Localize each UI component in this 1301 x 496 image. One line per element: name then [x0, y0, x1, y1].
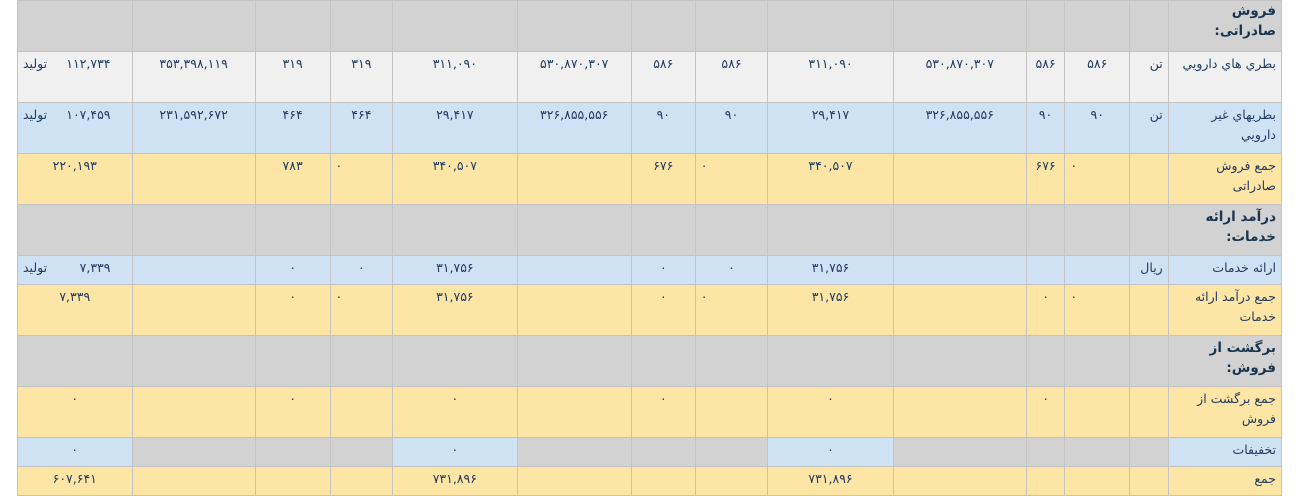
total-row: جمع فروش صادراتی ۰ ۶۷۶ ۳۴۰,۵۰۷ ۰ ۶۷۶ ۳۴۰…: [17, 153, 1283, 205]
row-unit: تن: [1129, 51, 1169, 103]
total-row: جمع برگشت از فروش ۰ ۰ ۰ ۰ ۰ ۰: [17, 386, 1283, 438]
cell: ۰: [630, 255, 696, 285]
cell: ۳۱,۷۵۶: [767, 255, 894, 285]
cell: ۳۱,۷۵۶: [392, 284, 518, 336]
cell: ۶۰۷,۶۴۱: [17, 466, 133, 496]
cell: ۰: [630, 284, 696, 336]
cell: ۴۶۴: [329, 102, 394, 154]
cell: ۰: [694, 284, 769, 336]
row-type-label: تولید: [23, 56, 48, 71]
cell: ۵۳۰,۸۷۰,۳۰۷: [892, 51, 1027, 103]
cell: ۳۱۱,۰۹۰: [392, 51, 518, 103]
cell: تولید ۱۱۲,۷۳۴: [17, 51, 133, 103]
cell: ۲۹,۴۱۷: [767, 102, 894, 154]
cell: ۵۸۶: [1064, 51, 1131, 103]
cell: ۰: [329, 284, 394, 336]
cell: ۶۷۶: [1025, 153, 1066, 205]
cell: ۳۱,۷۵۶: [392, 255, 518, 285]
row-unit: ريال: [1129, 255, 1169, 285]
cell: ۳۱۹: [329, 51, 394, 103]
cell: ۰: [767, 386, 894, 438]
cell: ۹۰: [630, 102, 696, 154]
cell: ۷۸۳: [254, 153, 331, 205]
section-header-row: فروش صادراتی:: [17, 0, 1283, 52]
cell: ۴۶۴: [254, 102, 331, 154]
section-header-row: درآمد ارائه خدمات:: [17, 204, 1283, 256]
sales-table: فروش صادراتی: بطري هاي دارويي تن ۵۸۶ ۵۸۶…: [17, 0, 1283, 496]
section-header-export-sales: فروش صادراتی:: [1167, 0, 1283, 52]
table-row: تخفیفات ۰ ۰ ۰: [17, 437, 1283, 467]
total-name: جمع فروش صادراتی: [1167, 153, 1283, 205]
cell: ۹۰: [1025, 102, 1066, 154]
cell: ۶۷۶: [630, 153, 696, 205]
cell: ۳۲۶,۸۵۵,۵۵۶: [516, 102, 632, 154]
table-row: بطري هاي دارويي تن ۵۸۶ ۵۸۶ ۵۳۰,۸۷۰,۳۰۷ ۳…: [17, 51, 1283, 103]
cell: ۵۸۶: [630, 51, 696, 103]
cell: ۳۲۶,۸۵۵,۵۵۶: [892, 102, 1027, 154]
cell: ۲۳۱,۵۹۲,۶۷۲: [131, 102, 256, 154]
cell: ۰: [1064, 153, 1131, 205]
cell: ۰: [694, 255, 769, 285]
cell: تولید ۱۰۷,۴۵۹: [17, 102, 133, 154]
row-name: تخفیفات: [1167, 437, 1283, 467]
grand-total-row: جمع ۷۳۱,۸۹۶ ۷۳۱,۸۹۶ ۶۰۷,۶۴۱: [17, 466, 1283, 496]
cell: ۹۰: [694, 102, 769, 154]
cell: ۰: [17, 386, 133, 438]
cell: ۳۱۱,۰۹۰: [767, 51, 894, 103]
section-header-row: برگشت از فروش:: [17, 335, 1283, 387]
cell: ۷۳۱,۸۹۶: [392, 466, 518, 496]
cell: ۲۲۰,۱۹۳: [17, 153, 133, 205]
cell: ۰: [392, 437, 518, 467]
cell: ۲۹,۴۱۷: [392, 102, 518, 154]
cell: ۰: [630, 386, 696, 438]
table-row: بطريهاي غير دارويي تن ۹۰ ۹۰ ۳۲۶,۸۵۵,۵۵۶ …: [17, 102, 1283, 154]
table-row: ارائه خدمات ريال ۳۱,۷۵۶ ۰ ۰ ۳۱,۷۵۶ ۰ ۰ ت…: [17, 255, 1283, 285]
cell: ۰: [254, 386, 331, 438]
cell: ۰: [254, 255, 331, 285]
cell: ۵۸۶: [1025, 51, 1066, 103]
cell: ۳۱۹: [254, 51, 331, 103]
cell: ۷,۳۳۹: [17, 284, 133, 336]
row-name: بطري هاي دارويي: [1167, 51, 1283, 103]
row-unit: تن: [1129, 102, 1169, 154]
row-type-label: تولید: [23, 107, 48, 122]
total-row: جمع درآمد ارائه خدمات ۰ ۰ ۳۱,۷۵۶ ۰ ۰ ۳۱,…: [17, 284, 1283, 336]
cell: ۰: [254, 284, 331, 336]
cell: ۰: [1064, 284, 1131, 336]
cell: تولید ۷,۳۳۹: [17, 255, 133, 285]
row-type-label: تولید: [23, 260, 48, 275]
total-name: جمع برگشت از فروش: [1167, 386, 1283, 438]
section-header-returns: برگشت از فروش:: [1167, 335, 1283, 387]
cell: ۰: [329, 255, 394, 285]
cell: ۵۸۶: [694, 51, 769, 103]
cell: ۰: [694, 153, 769, 205]
cell: ۹۰: [1064, 102, 1131, 154]
cell: ۰: [1025, 386, 1066, 438]
cell: ۳۴۰,۵۰۷: [392, 153, 518, 205]
total-name: جمع درآمد ارائه خدمات: [1167, 284, 1283, 336]
cell: ۰: [1025, 284, 1066, 336]
row-name: بطريهاي غير دارويي: [1167, 102, 1283, 154]
cell: ۳۱,۷۵۶: [767, 284, 894, 336]
cell: ۰: [767, 437, 894, 467]
cell: ۰: [329, 153, 394, 205]
cell: ۷۳۱,۸۹۶: [767, 466, 894, 496]
cell: ۳۴۰,۵۰۷: [767, 153, 894, 205]
cell: ۳۵۳,۳۹۸,۱۱۹: [131, 51, 256, 103]
cell: ۰: [17, 437, 133, 467]
section-header-services: درآمد ارائه خدمات:: [1167, 204, 1283, 256]
grand-total-name: جمع: [1167, 466, 1283, 496]
row-name: ارائه خدمات: [1167, 255, 1283, 285]
cell: ۵۳۰,۸۷۰,۳۰۷: [516, 51, 632, 103]
cell: ۰: [392, 386, 518, 438]
